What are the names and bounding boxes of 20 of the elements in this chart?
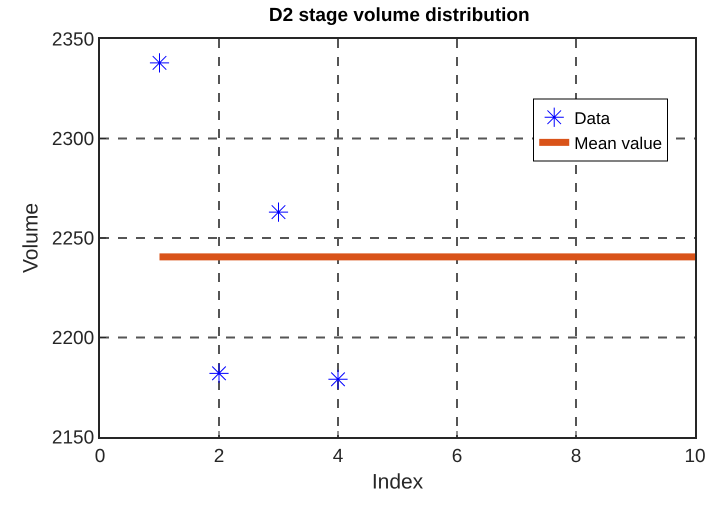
y-tick-label: 2200 (52, 328, 94, 350)
legend-label: Data (574, 108, 611, 128)
y-tick-label: 2300 (52, 129, 94, 150)
x-axis-title: Index (372, 470, 424, 494)
point (149, 52, 170, 73)
y-tick-label: 2150 (52, 428, 94, 449)
point (268, 202, 289, 222)
point (328, 369, 348, 390)
legend-label: Mean value (574, 134, 662, 153)
x-tick-label: 2 (214, 446, 224, 467)
x-tick-label: 0 (94, 446, 106, 467)
x-tick-label: 10 (684, 446, 706, 467)
y-tick-label: 2250 (52, 228, 94, 250)
x-tick-label: 6 (452, 446, 462, 467)
x-tick-label: 8 (570, 446, 582, 467)
point (208, 363, 230, 384)
y-tick-label: 2350 (52, 30, 94, 51)
chart-title: D2 stage volume distribution (268, 4, 530, 26)
x-tick-label: 4 (332, 446, 344, 467)
y-axis-title: Volume (20, 202, 43, 274)
